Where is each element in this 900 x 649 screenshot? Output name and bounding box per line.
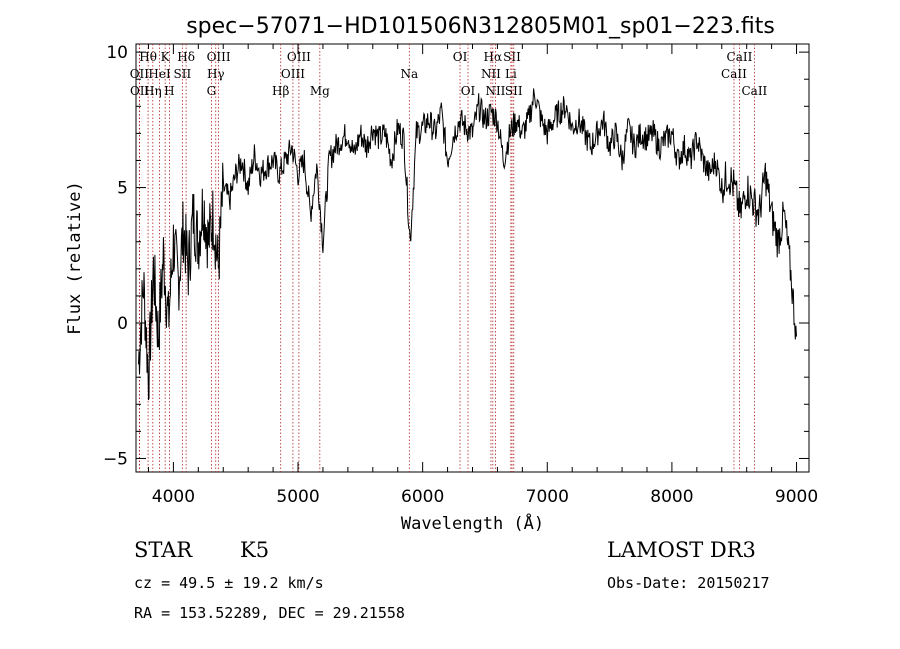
y-tick-label: −5 [103, 449, 128, 469]
y-tick-label: 0 [117, 314, 128, 334]
y-tick-label: 5 [117, 179, 128, 199]
line-label: Hα [484, 50, 503, 64]
line-label: H [164, 84, 174, 98]
line-label: OI [453, 50, 468, 64]
redshift-readout: cz = 49.5 ± 19.2 km/s [134, 574, 324, 592]
line-label: Hδ [177, 50, 195, 64]
y-axis-label: Flux (relative) [65, 181, 85, 335]
line-label: Na [400, 67, 418, 81]
line-label: OII [130, 84, 150, 98]
x-tick-label: 5000 [276, 487, 319, 507]
object-class: STAR [134, 538, 193, 562]
line-label: Mg [310, 84, 330, 98]
line-label: NII [485, 84, 505, 98]
line-label: OII [130, 67, 150, 81]
x-axis-label: Wavelength (Å) [401, 512, 544, 534]
spectrum-line [138, 88, 797, 401]
y-tick-label: 10 [106, 43, 128, 63]
line-label: HeI [148, 67, 171, 81]
line-label: OIII [281, 67, 305, 81]
line-label: SII [503, 50, 521, 64]
line-label: Hγ [207, 67, 225, 81]
subclass: K5 [240, 538, 270, 562]
line-label: CaII [741, 84, 767, 98]
line-label: Hβ [272, 84, 289, 98]
line-label: OIII [287, 50, 311, 64]
line-label: K [161, 50, 171, 64]
coordinates: RA = 153.52289, DEC = 29.21558 [134, 604, 405, 622]
line-label: G [207, 84, 217, 98]
x-tick-label: 8000 [650, 487, 693, 507]
x-tick-label: 9000 [775, 487, 818, 507]
line-label: Hθ [139, 50, 157, 64]
line-label: NII [481, 67, 501, 81]
line-label: OIII [207, 50, 231, 64]
line-label: SII [174, 67, 192, 81]
line-label: SII [505, 84, 523, 98]
chart-title: spec−57071−HD101506N312805M01_sp01−223.f… [186, 14, 775, 39]
x-tick-label: 4000 [152, 487, 195, 507]
line-label: CaII [721, 67, 747, 81]
survey-label: LAMOST DR3 [607, 538, 756, 562]
line-label: Li [505, 67, 517, 81]
line-label: Hη [144, 84, 162, 98]
obs-date: Obs-Date: 20150217 [607, 574, 770, 592]
plot-frame [135, 43, 810, 473]
line-label: OI [461, 84, 476, 98]
line-label: CaII [727, 50, 753, 64]
x-tick-label: 6000 [401, 487, 444, 507]
x-tick-label: 7000 [526, 487, 569, 507]
